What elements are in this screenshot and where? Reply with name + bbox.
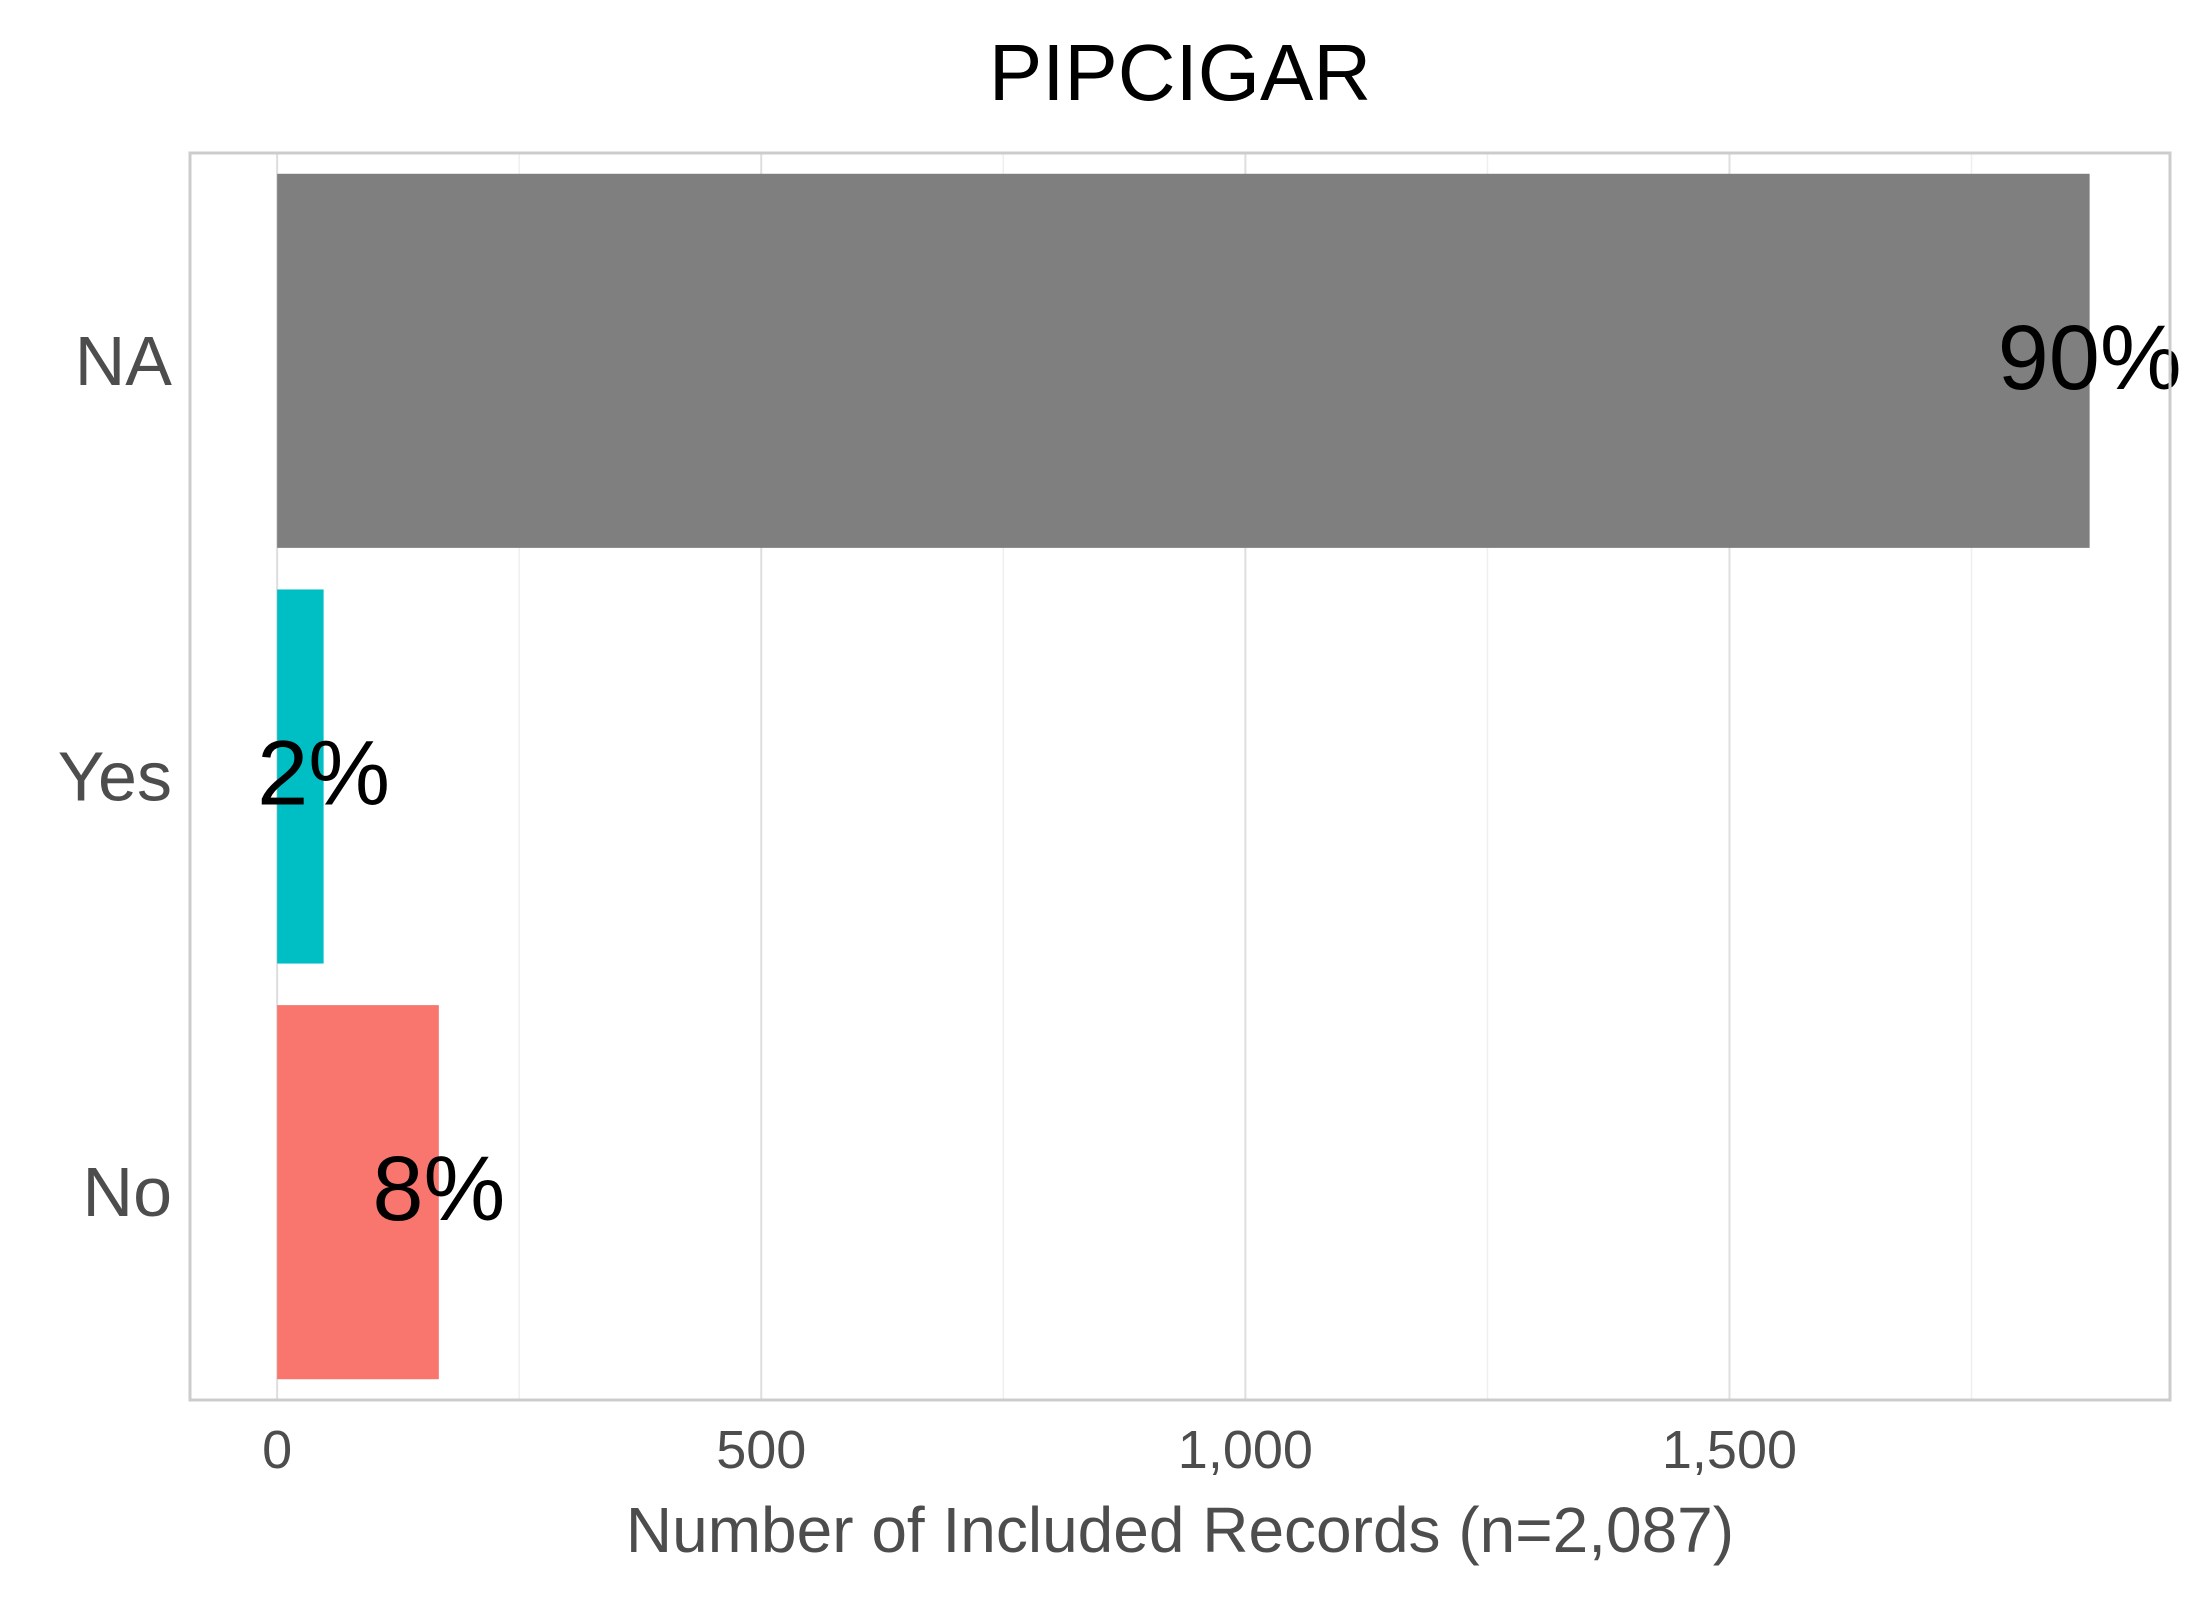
x-tick-label: 1,500 <box>1662 1420 1797 1480</box>
bar-label-na: 90% <box>1998 307 2182 409</box>
bar-na <box>277 173 2090 548</box>
bar-label-yes: 2% <box>257 723 390 825</box>
x-tick-label: 1,000 <box>1178 1420 1313 1480</box>
y-axis-category-labels: NA Yes No <box>58 322 173 1231</box>
x-axis-title: Number of Included Records (n=2,087) <box>626 1494 1734 1566</box>
x-tick-label: 500 <box>716 1420 806 1480</box>
plot-panel-border <box>188 151 2172 1402</box>
bar-data-labels: 90% 2% 8% <box>257 307 2182 1240</box>
bars <box>277 173 2090 1380</box>
bar-yes <box>277 589 324 964</box>
category-label-na: NA <box>75 322 173 400</box>
x-axis-tick-labels: 0 500 1,000 1,500 <box>262 1420 1797 1480</box>
bar-no <box>277 1005 439 1380</box>
chart-title: PIPCIGAR <box>989 28 1371 117</box>
x-tick-label: 0 <box>262 1420 292 1480</box>
bar-label-no: 8% <box>372 1138 505 1240</box>
category-label-yes: Yes <box>58 738 172 816</box>
category-label-no: No <box>83 1153 172 1231</box>
